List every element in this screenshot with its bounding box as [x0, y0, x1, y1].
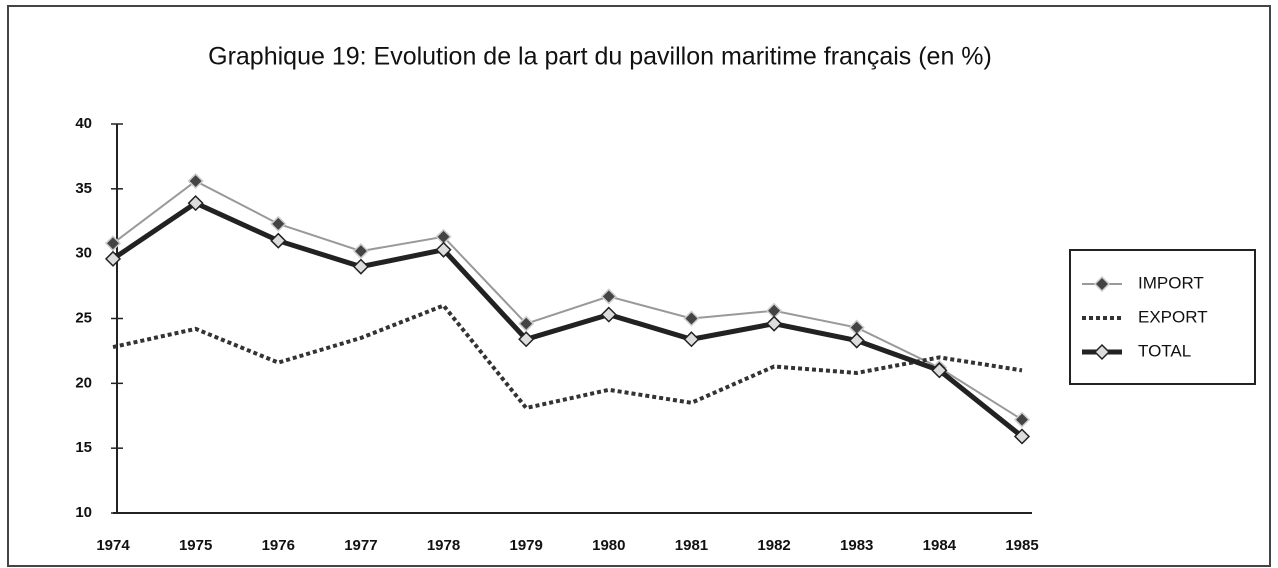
legend-marker	[1093, 343, 1111, 361]
marker	[848, 319, 865, 336]
y-tick-label: 30	[75, 245, 92, 262]
legend-label: IMPORT	[1138, 273, 1204, 292]
series-line	[112, 303, 1023, 411]
marker	[352, 258, 369, 275]
x-tick-label: 1983	[840, 537, 873, 554]
marker	[435, 241, 452, 258]
series-line	[111, 200, 1024, 439]
x-tick-label: 1984	[923, 537, 957, 554]
marker	[931, 362, 948, 379]
legend-label: EXPORT	[1138, 307, 1208, 326]
legend-box	[1069, 249, 1256, 385]
y-tick-label: 10	[75, 504, 92, 521]
x-tick-label: 1980	[592, 537, 625, 554]
marker	[1013, 428, 1031, 445]
marker	[683, 310, 700, 327]
x-tick-label: 1978	[427, 537, 460, 554]
legend-marker	[1093, 275, 1111, 293]
x-tick-label: 1979	[509, 537, 542, 554]
marker	[766, 302, 783, 319]
marker	[518, 315, 535, 332]
marker	[270, 232, 287, 249]
marker	[600, 288, 617, 305]
marker	[766, 315, 783, 332]
marker	[104, 250, 122, 267]
x-tick-label: 1981	[675, 537, 708, 554]
marker	[352, 243, 369, 260]
y-tick-label: 20	[75, 374, 92, 391]
x-tick-label: 1974	[96, 537, 130, 554]
x-tick-label: 1982	[757, 537, 790, 554]
marker	[683, 331, 700, 348]
marker	[600, 306, 617, 323]
y-tick-label: 25	[75, 309, 92, 326]
y-tick-label: 35	[75, 180, 92, 197]
series-line	[112, 179, 1023, 421]
chart-title: Graphique 19: Evolution de la part du pa…	[208, 43, 992, 71]
marker	[187, 195, 204, 212]
marker	[104, 235, 122, 252]
x-tick-label: 1976	[262, 537, 295, 554]
legend-label: TOTAL	[1138, 341, 1191, 360]
x-tick-label: 1975	[179, 537, 212, 554]
marker	[270, 215, 287, 232]
marker	[1013, 411, 1031, 428]
y-tick-label: 40	[75, 115, 92, 132]
marker	[848, 332, 865, 349]
frame	[7, 5, 1271, 567]
y-tick-label: 15	[75, 439, 92, 456]
x-tick-label: 1985	[1005, 537, 1038, 554]
x-tick-label: 1977	[344, 537, 377, 554]
marker	[187, 172, 204, 190]
marker	[518, 331, 535, 348]
